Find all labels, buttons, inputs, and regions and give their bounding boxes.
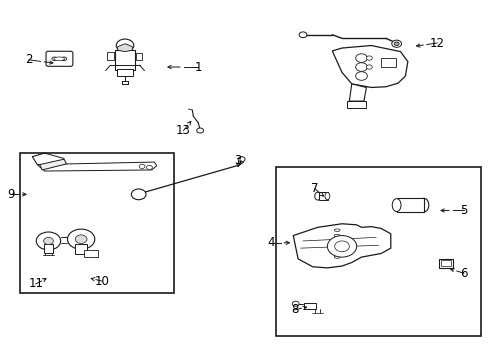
Ellipse shape: [333, 229, 339, 231]
Bar: [438, 259, 452, 268]
Circle shape: [36, 232, 61, 250]
Bar: [276, 167, 480, 336]
Circle shape: [52, 57, 57, 60]
Ellipse shape: [418, 198, 428, 212]
Ellipse shape: [333, 251, 339, 253]
Bar: [75, 244, 87, 254]
Circle shape: [139, 164, 145, 168]
Circle shape: [366, 65, 371, 69]
Circle shape: [334, 241, 348, 252]
Polygon shape: [331, 45, 407, 87]
Polygon shape: [348, 84, 366, 101]
Circle shape: [393, 42, 398, 45]
Text: 5: 5: [459, 204, 467, 217]
Circle shape: [238, 157, 244, 162]
Circle shape: [196, 128, 203, 133]
Polygon shape: [40, 159, 66, 170]
Bar: [117, 69, 133, 76]
Bar: [304, 303, 316, 310]
Circle shape: [327, 235, 356, 257]
Bar: [319, 192, 327, 200]
Circle shape: [355, 72, 366, 80]
Circle shape: [67, 229, 95, 249]
Circle shape: [116, 39, 134, 52]
Bar: [346, 102, 366, 108]
Bar: [396, 198, 423, 212]
Bar: [106, 52, 114, 60]
Circle shape: [146, 165, 152, 170]
Ellipse shape: [333, 240, 339, 242]
Ellipse shape: [333, 256, 339, 258]
Bar: [440, 260, 450, 266]
Ellipse shape: [54, 57, 64, 60]
Bar: [43, 244, 53, 253]
Text: 11: 11: [28, 278, 43, 291]
Ellipse shape: [325, 193, 329, 200]
Text: 9: 9: [8, 188, 15, 201]
Circle shape: [131, 189, 146, 200]
Text: 10: 10: [95, 275, 109, 288]
Circle shape: [61, 57, 66, 60]
Text: 2: 2: [25, 53, 33, 66]
Polygon shape: [118, 44, 132, 51]
Bar: [136, 53, 142, 59]
Text: 4: 4: [267, 236, 275, 249]
Circle shape: [43, 237, 53, 244]
Ellipse shape: [391, 199, 400, 212]
Circle shape: [355, 54, 366, 62]
Text: 13: 13: [176, 124, 191, 137]
Circle shape: [355, 63, 366, 71]
Text: 6: 6: [459, 267, 467, 280]
Ellipse shape: [333, 245, 339, 248]
Circle shape: [75, 235, 87, 243]
Bar: [20, 153, 173, 293]
Text: 1: 1: [194, 60, 202, 73]
Bar: [84, 250, 98, 257]
Circle shape: [391, 40, 401, 47]
Polygon shape: [37, 162, 157, 171]
Bar: [380, 58, 395, 67]
Polygon shape: [293, 224, 390, 268]
Text: 3: 3: [234, 154, 242, 167]
Circle shape: [292, 301, 299, 306]
Ellipse shape: [333, 234, 339, 237]
Circle shape: [299, 32, 306, 38]
Text: 8: 8: [290, 303, 298, 316]
FancyBboxPatch shape: [46, 51, 73, 66]
Ellipse shape: [314, 192, 320, 200]
Text: 12: 12: [429, 36, 444, 50]
Bar: [115, 50, 135, 70]
Text: 7: 7: [311, 183, 318, 195]
Circle shape: [366, 56, 371, 60]
